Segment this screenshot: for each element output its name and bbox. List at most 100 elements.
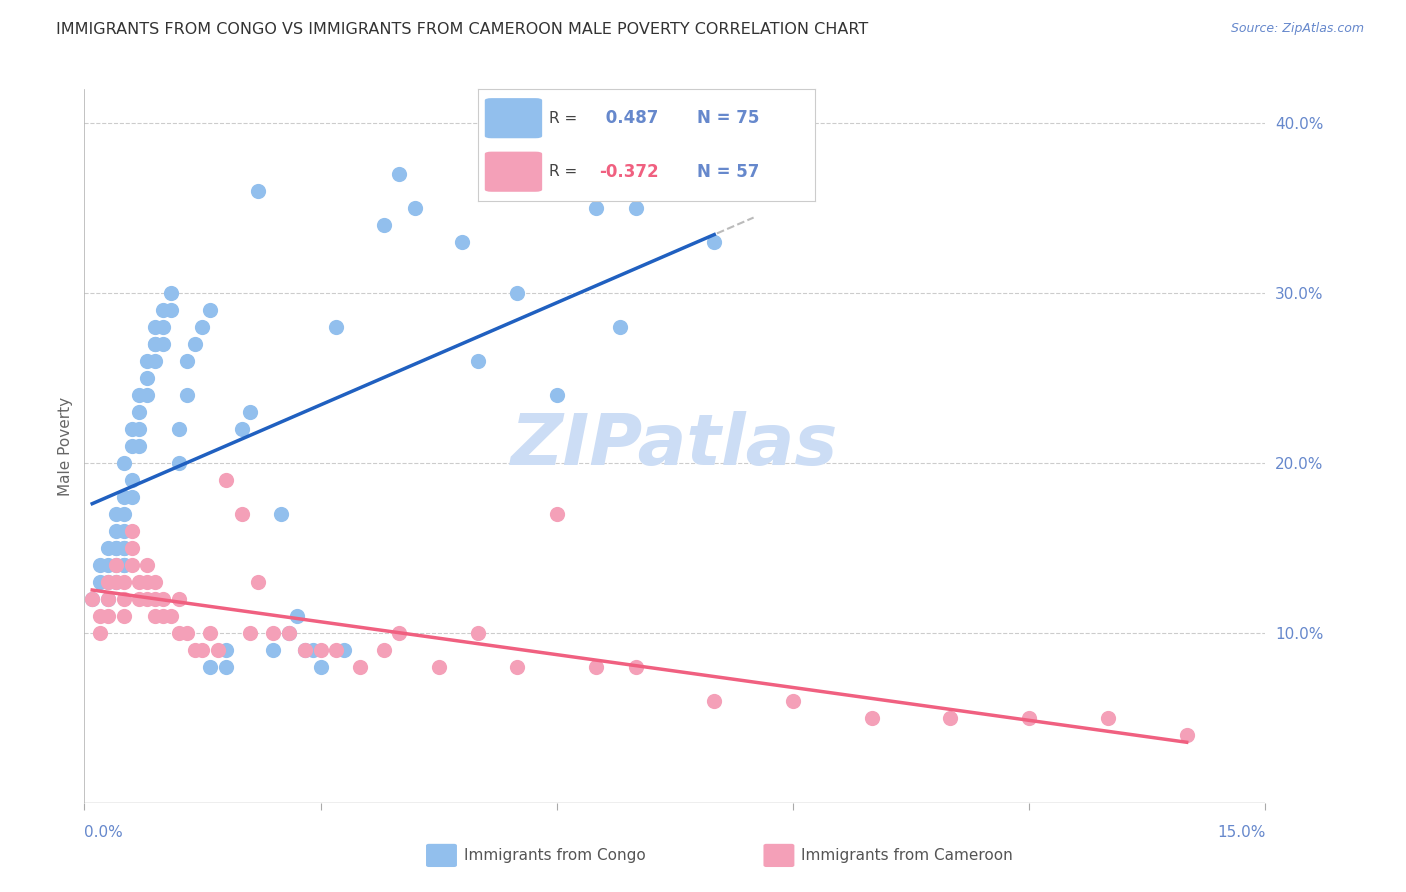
Point [246,184,269,198]
Point [128,591,150,606]
Point [782,694,804,708]
Point [143,337,166,351]
Point [624,201,647,215]
Point [262,643,284,657]
Point [373,218,395,232]
Point [294,643,316,657]
Y-axis label: Male Poverty: Male Poverty [58,396,73,496]
Point [97,558,120,572]
Point [160,286,183,301]
Point [112,490,135,504]
Point [215,660,238,674]
Point [546,388,568,402]
Point [136,558,159,572]
Point [97,574,120,589]
Point [1018,711,1040,725]
Point [89,574,111,589]
Point [349,660,371,674]
Point [231,422,253,436]
Point [309,660,332,674]
Point [239,405,262,419]
Point [104,524,127,538]
Point [143,337,166,351]
Point [89,558,111,572]
Point [89,626,111,640]
Point [136,371,159,385]
Point [176,354,198,368]
Point [112,456,135,470]
Point [200,660,222,674]
Point [104,558,127,572]
Point [294,643,316,657]
FancyBboxPatch shape [426,844,457,867]
Point [231,507,253,521]
Point [112,524,135,538]
Point [167,422,190,436]
Point [128,388,150,402]
Point [546,507,568,521]
Point [703,235,725,249]
Point [183,643,205,657]
Point [609,320,631,334]
Point [128,439,150,453]
Point [860,711,883,725]
Point [624,660,647,674]
Point [112,574,135,589]
Point [278,626,301,640]
Text: N = 75: N = 75 [697,109,759,128]
FancyBboxPatch shape [485,152,543,192]
Point [191,320,214,334]
Point [167,456,190,470]
Point [97,541,120,555]
Point [128,574,150,589]
Point [143,574,166,589]
Point [207,643,229,657]
Point [585,660,607,674]
Point [215,643,238,657]
Point [939,711,962,725]
Point [112,558,135,572]
Point [104,574,127,589]
Point [143,591,166,606]
Point [1097,711,1119,725]
Point [121,439,143,453]
Point [143,320,166,334]
Point [104,541,127,555]
Point [506,660,529,674]
Point [152,320,174,334]
Text: 15.0%: 15.0% [1218,825,1265,840]
Point [246,574,269,589]
Text: Source: ZipAtlas.com: Source: ZipAtlas.com [1230,22,1364,36]
Point [325,320,347,334]
Point [104,574,127,589]
Point [301,643,323,657]
Point [467,354,489,368]
Point [152,303,174,318]
Point [664,184,686,198]
Point [200,303,222,318]
Text: 0.487: 0.487 [599,109,658,128]
Point [128,405,150,419]
Point [176,626,198,640]
Point [82,591,104,606]
Point [239,626,262,640]
Point [585,201,607,215]
Point [703,694,725,708]
Point [112,541,135,555]
Point [121,422,143,436]
Point [388,167,411,181]
Point [1175,728,1198,742]
Point [285,608,308,623]
Point [136,354,159,368]
Point [325,643,347,657]
Text: R =: R = [548,111,576,126]
Point [427,660,450,674]
Text: ZIPatlas: ZIPatlas [512,411,838,481]
Point [121,541,143,555]
Point [200,626,222,640]
Point [309,643,332,657]
Point [143,354,166,368]
Point [97,608,120,623]
Point [467,626,489,640]
Point [97,574,120,589]
